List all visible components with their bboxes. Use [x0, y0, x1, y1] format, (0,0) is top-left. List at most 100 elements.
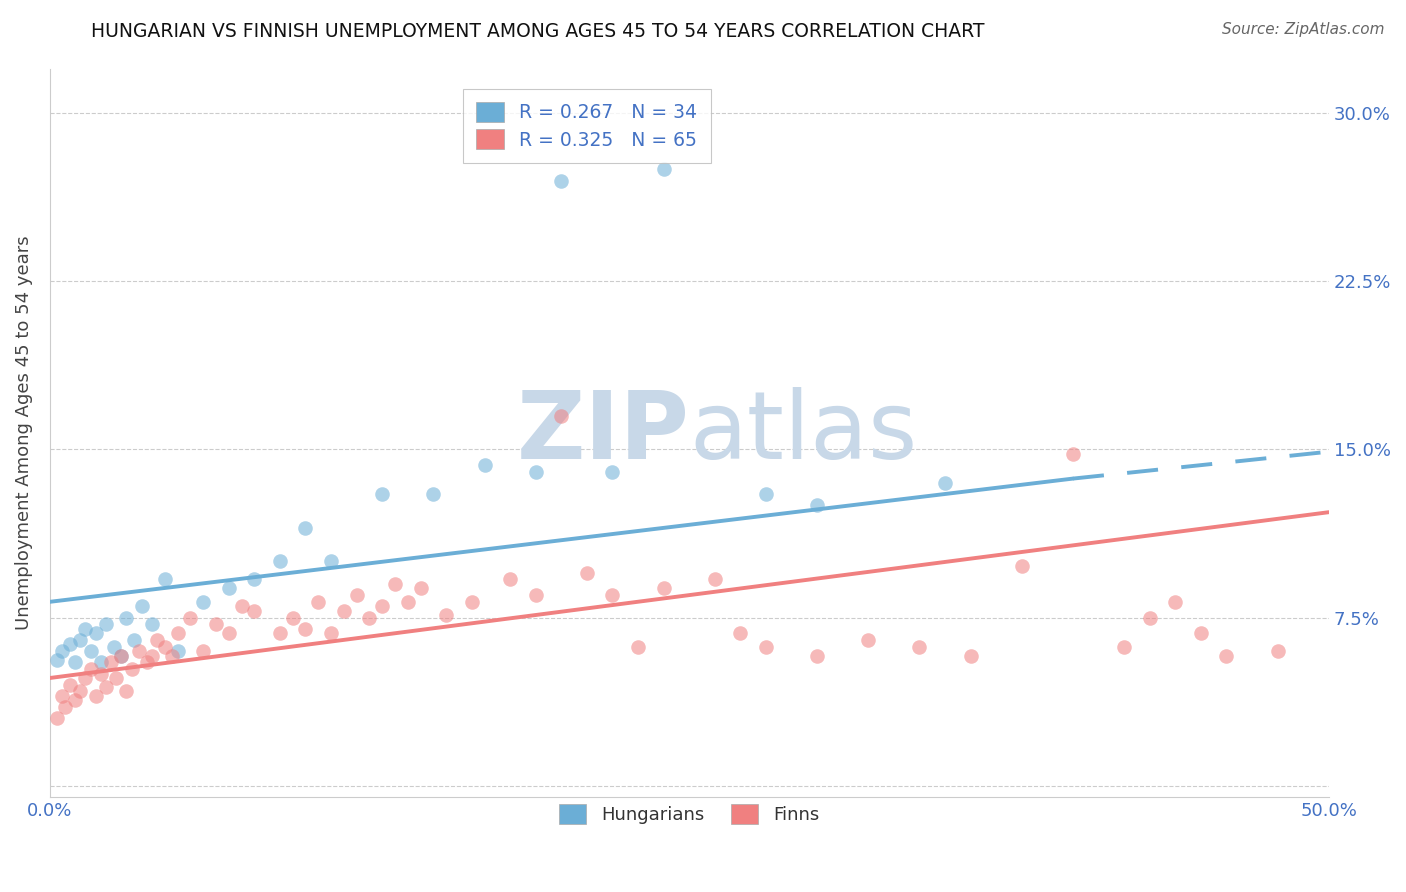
Point: [75, 622, 97, 636]
Point: [65, 656, 87, 670]
Point: [461, 595, 484, 609]
Point: [1164, 595, 1187, 609]
Point: [959, 648, 981, 663]
Point: [652, 582, 675, 596]
Point: [333, 604, 356, 618]
Y-axis label: Unemployment Among Ages 45 to 54 years: Unemployment Among Ages 45 to 54 years: [15, 235, 32, 630]
Point: [575, 566, 598, 580]
Point: [69, 632, 91, 647]
Point: [205, 617, 228, 632]
Point: [858, 632, 880, 647]
Point: [755, 640, 778, 654]
Point: [121, 662, 143, 676]
Point: [84, 689, 107, 703]
Point: [1062, 447, 1084, 461]
Point: [59, 678, 82, 692]
Point: [135, 656, 157, 670]
Point: [94, 617, 117, 632]
Point: [231, 599, 253, 614]
Point: [79, 662, 101, 676]
Point: [46, 711, 69, 725]
Point: [652, 162, 675, 177]
Point: [384, 577, 406, 591]
Point: [79, 644, 101, 658]
Point: [90, 656, 112, 670]
Point: [90, 666, 112, 681]
Point: [51, 689, 73, 703]
Point: [59, 637, 82, 651]
Point: [1114, 640, 1136, 654]
Point: [319, 554, 342, 568]
Point: [806, 648, 828, 663]
Point: [294, 622, 316, 636]
Point: [1011, 559, 1033, 574]
Point: [69, 684, 91, 698]
Point: [94, 680, 117, 694]
Text: Source: ZipAtlas.com: Source: ZipAtlas.com: [1222, 22, 1385, 37]
Point: [122, 632, 145, 647]
Point: [346, 588, 368, 602]
Point: [166, 626, 188, 640]
Point: [153, 640, 176, 654]
Point: [474, 458, 496, 472]
Point: [524, 588, 547, 602]
Point: [153, 573, 176, 587]
Point: [218, 582, 240, 596]
Point: [602, 465, 624, 479]
Point: [1189, 626, 1212, 640]
Point: [218, 626, 240, 640]
Point: [602, 588, 624, 602]
Point: [755, 487, 778, 501]
Point: [105, 671, 128, 685]
Point: [422, 487, 444, 501]
Point: [141, 617, 163, 632]
Point: [51, 644, 73, 658]
Point: [115, 684, 138, 698]
Point: [307, 595, 329, 609]
Point: [499, 573, 522, 587]
Point: [1215, 648, 1237, 663]
Point: [131, 599, 153, 614]
Legend: Hungarians, Finns: Hungarians, Finns: [548, 794, 830, 835]
Point: [243, 604, 266, 618]
Point: [141, 648, 163, 663]
Point: [703, 573, 725, 587]
Point: [524, 465, 547, 479]
Point: [434, 608, 457, 623]
Text: HUNGARIAN VS FINNISH UNEMPLOYMENT AMONG AGES 45 TO 54 YEARS CORRELATION CHART: HUNGARIAN VS FINNISH UNEMPLOYMENT AMONG …: [91, 22, 984, 41]
Text: ZIP: ZIP: [516, 386, 689, 479]
Point: [371, 487, 394, 501]
Point: [281, 610, 304, 624]
Text: atlas: atlas: [689, 386, 918, 479]
Point: [359, 610, 381, 624]
Point: [46, 653, 69, 667]
Point: [179, 610, 201, 624]
Point: [409, 582, 432, 596]
Point: [550, 173, 572, 187]
Point: [269, 554, 291, 568]
Point: [730, 626, 752, 640]
Point: [934, 476, 956, 491]
Point: [1139, 610, 1161, 624]
Point: [103, 640, 125, 654]
Point: [550, 409, 572, 423]
Point: [100, 656, 122, 670]
Point: [294, 521, 316, 535]
Point: [627, 640, 650, 654]
Point: [166, 644, 188, 658]
Point: [396, 595, 419, 609]
Point: [908, 640, 931, 654]
Point: [191, 644, 214, 658]
Point: [371, 599, 394, 614]
Point: [65, 693, 87, 707]
Point: [243, 573, 266, 587]
Point: [53, 700, 76, 714]
Point: [319, 626, 342, 640]
Point: [110, 648, 132, 663]
Point: [84, 626, 107, 640]
Point: [115, 610, 138, 624]
Point: [128, 644, 150, 658]
Point: [191, 595, 214, 609]
Point: [162, 648, 184, 663]
Point: [75, 671, 97, 685]
